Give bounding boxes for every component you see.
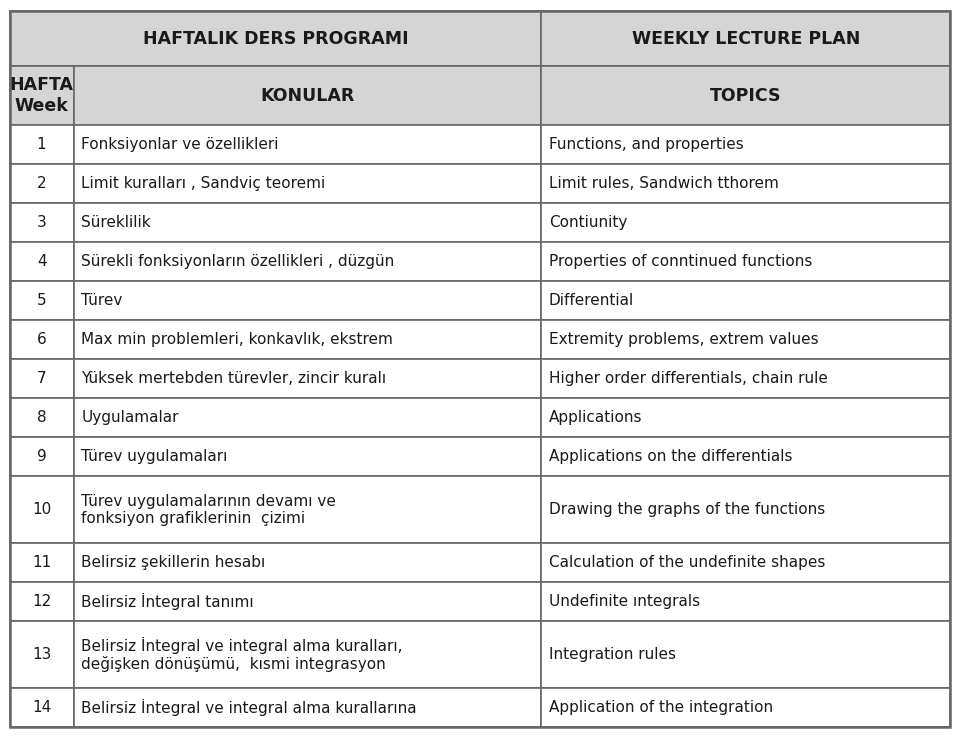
Text: 13: 13 xyxy=(32,647,51,662)
Bar xyxy=(10,359,74,399)
Text: Integration rules: Integration rules xyxy=(549,647,676,662)
Text: Türev uygulamalarının devamı ve
fonksiyon grafiklerinin  çizimi: Türev uygulamalarının devamı ve fonksiyo… xyxy=(82,494,336,526)
Text: Higher order differentials, chain rule: Higher order differentials, chain rule xyxy=(549,371,828,386)
Bar xyxy=(74,281,541,320)
Bar xyxy=(74,359,541,399)
Text: Applications on the differentials: Applications on the differentials xyxy=(549,449,792,464)
Text: 14: 14 xyxy=(32,700,51,715)
Text: Yüksek mertebden türevler, zincir kuralı: Yüksek mertebden türevler, zincir kuralı xyxy=(82,371,386,386)
Bar xyxy=(10,164,74,203)
Text: Sürekli fonksiyonların özellikleri , düzgün: Sürekli fonksiyonların özellikleri , düz… xyxy=(82,254,395,269)
Bar xyxy=(10,399,74,438)
Text: 11: 11 xyxy=(32,555,51,570)
Text: Belirsiz İntegral ve integral alma kurallarına: Belirsiz İntegral ve integral alma kural… xyxy=(82,699,417,716)
Bar xyxy=(541,477,950,543)
Bar xyxy=(541,582,950,621)
Text: 2: 2 xyxy=(36,176,46,191)
Text: Limit kuralları , Sandviç teoremi: Limit kuralları , Sandviç teoremi xyxy=(82,176,325,191)
Bar xyxy=(10,11,541,66)
Bar xyxy=(541,203,950,242)
Text: 5: 5 xyxy=(36,293,46,308)
Bar xyxy=(74,66,541,125)
Bar xyxy=(74,438,541,477)
Text: 3: 3 xyxy=(36,215,46,230)
Bar xyxy=(541,242,950,281)
Bar xyxy=(10,688,74,727)
Text: Properties of conntinued functions: Properties of conntinued functions xyxy=(549,254,812,269)
Bar xyxy=(541,438,950,477)
Text: Undefinite ıntegrals: Undefinite ıntegrals xyxy=(549,594,700,609)
Bar xyxy=(541,543,950,582)
Text: KONULAR: KONULAR xyxy=(260,86,354,105)
Bar xyxy=(541,621,950,688)
Bar xyxy=(541,11,950,66)
Bar xyxy=(74,203,541,242)
Bar xyxy=(10,320,74,359)
Bar xyxy=(541,320,950,359)
Bar xyxy=(541,125,950,164)
Bar xyxy=(541,359,950,399)
Text: Uygulamalar: Uygulamalar xyxy=(82,410,179,425)
Bar xyxy=(10,543,74,582)
Bar xyxy=(74,582,541,621)
Text: Differential: Differential xyxy=(549,293,635,308)
Bar xyxy=(10,621,74,688)
Bar xyxy=(10,66,74,125)
Bar xyxy=(74,543,541,582)
Text: Calculation of the undefinite shapes: Calculation of the undefinite shapes xyxy=(549,555,826,570)
Text: Türev: Türev xyxy=(82,293,123,308)
Bar xyxy=(10,477,74,543)
Bar xyxy=(10,125,74,164)
Bar xyxy=(74,477,541,543)
Text: Türev uygulamaları: Türev uygulamaları xyxy=(82,449,228,464)
Text: Belirsiz İntegral tanımı: Belirsiz İntegral tanımı xyxy=(82,593,253,610)
Text: 7: 7 xyxy=(36,371,46,386)
Text: 1: 1 xyxy=(36,137,46,152)
Bar xyxy=(541,688,950,727)
Bar xyxy=(541,164,950,203)
Bar xyxy=(10,281,74,320)
Text: Süreklilik: Süreklilik xyxy=(82,215,151,230)
Text: Max min problemleri, konkavlık, ekstrem: Max min problemleri, konkavlık, ekstrem xyxy=(82,332,394,347)
Text: HAFTALIK DERS PROGRAMI: HAFTALIK DERS PROGRAMI xyxy=(143,30,408,48)
Text: 6: 6 xyxy=(36,332,46,347)
Bar xyxy=(10,203,74,242)
Bar xyxy=(74,399,541,438)
Text: Extremity problems, extrem values: Extremity problems, extrem values xyxy=(549,332,819,347)
Bar xyxy=(10,582,74,621)
Text: 4: 4 xyxy=(36,254,46,269)
Text: Limit rules, Sandwich tthorem: Limit rules, Sandwich tthorem xyxy=(549,176,779,191)
Text: 9: 9 xyxy=(36,449,46,464)
Bar xyxy=(74,164,541,203)
Bar xyxy=(74,688,541,727)
Bar xyxy=(541,281,950,320)
Bar xyxy=(74,242,541,281)
Bar xyxy=(541,66,950,125)
Text: Drawing the graphs of the functions: Drawing the graphs of the functions xyxy=(549,503,825,517)
Bar xyxy=(74,621,541,688)
Bar xyxy=(74,125,541,164)
Text: 8: 8 xyxy=(36,410,46,425)
Text: WEEKLY LECTURE PLAN: WEEKLY LECTURE PLAN xyxy=(632,30,860,48)
Text: Functions, and properties: Functions, and properties xyxy=(549,137,744,152)
Bar xyxy=(10,438,74,477)
Text: Application of the integration: Application of the integration xyxy=(549,700,773,715)
Text: Belirsiz İntegral ve integral alma kuralları,
değişken dönüşümü,  kısmi integras: Belirsiz İntegral ve integral alma kural… xyxy=(82,637,403,672)
Text: Fonksiyonlar ve özellikleri: Fonksiyonlar ve özellikleri xyxy=(82,137,278,152)
Text: 10: 10 xyxy=(32,503,51,517)
Text: TOPICS: TOPICS xyxy=(710,86,781,105)
Bar xyxy=(74,320,541,359)
Text: HAFTA
Week: HAFTA Week xyxy=(10,76,74,115)
Bar xyxy=(541,399,950,438)
Text: 12: 12 xyxy=(32,594,51,609)
Bar xyxy=(10,242,74,281)
Text: Applications: Applications xyxy=(549,410,642,425)
Text: Contiunity: Contiunity xyxy=(549,215,627,230)
Text: Belirsiz şekillerin hesabı: Belirsiz şekillerin hesabı xyxy=(82,555,266,570)
